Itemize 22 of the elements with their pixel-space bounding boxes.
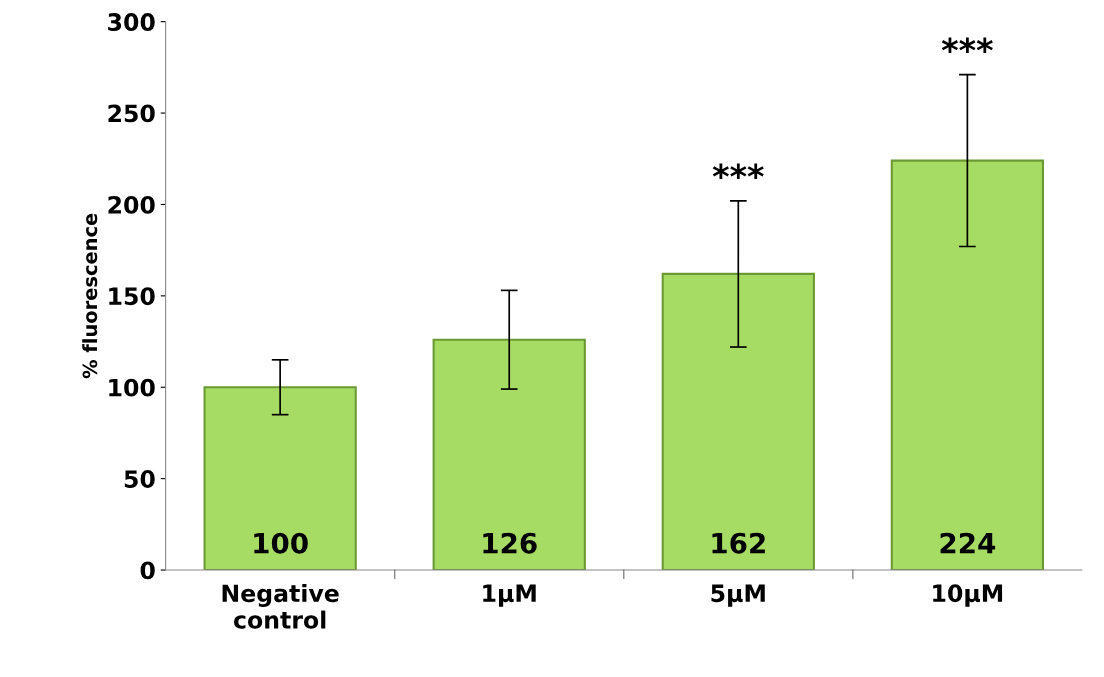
y-tick-label: 250: [108, 104, 155, 123]
x-tick-label: 5µM: [711, 584, 765, 607]
x-tick-label: Negative control: [222, 583, 339, 629]
y-tick-label: 200: [108, 195, 155, 214]
bar: [203, 386, 357, 571]
annotation: ***: [712, 163, 764, 180]
y-tick-label: 0: [140, 561, 155, 580]
data-label: 224: [940, 532, 996, 554]
y-axis-title: % fluorescence: [82, 213, 98, 379]
x-tick-label: 1µM: [483, 584, 536, 607]
data-label: 100: [254, 532, 308, 554]
y-tick-label: 100: [109, 378, 155, 397]
bar: [661, 272, 815, 571]
x-tick-label: 10µM: [933, 584, 1003, 607]
y-tick-label: 300: [108, 13, 155, 31]
y-tick-label: 50: [124, 470, 155, 488]
y-tick-label: 150: [109, 287, 155, 306]
bar: [890, 159, 1045, 571]
data-label: 126: [483, 532, 537, 554]
data-label: 162: [712, 532, 765, 554]
bar: [432, 338, 586, 571]
annotation: ***: [941, 37, 993, 53]
